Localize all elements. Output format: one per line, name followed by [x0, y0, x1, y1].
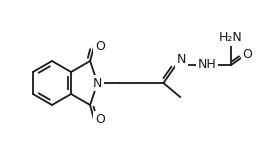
Text: NH: NH — [198, 58, 216, 72]
Text: O: O — [243, 48, 253, 61]
Text: N: N — [93, 77, 102, 89]
Text: O: O — [95, 113, 105, 126]
Text: N: N — [176, 53, 186, 66]
Text: O: O — [95, 40, 105, 53]
Text: H₂N: H₂N — [219, 31, 243, 44]
